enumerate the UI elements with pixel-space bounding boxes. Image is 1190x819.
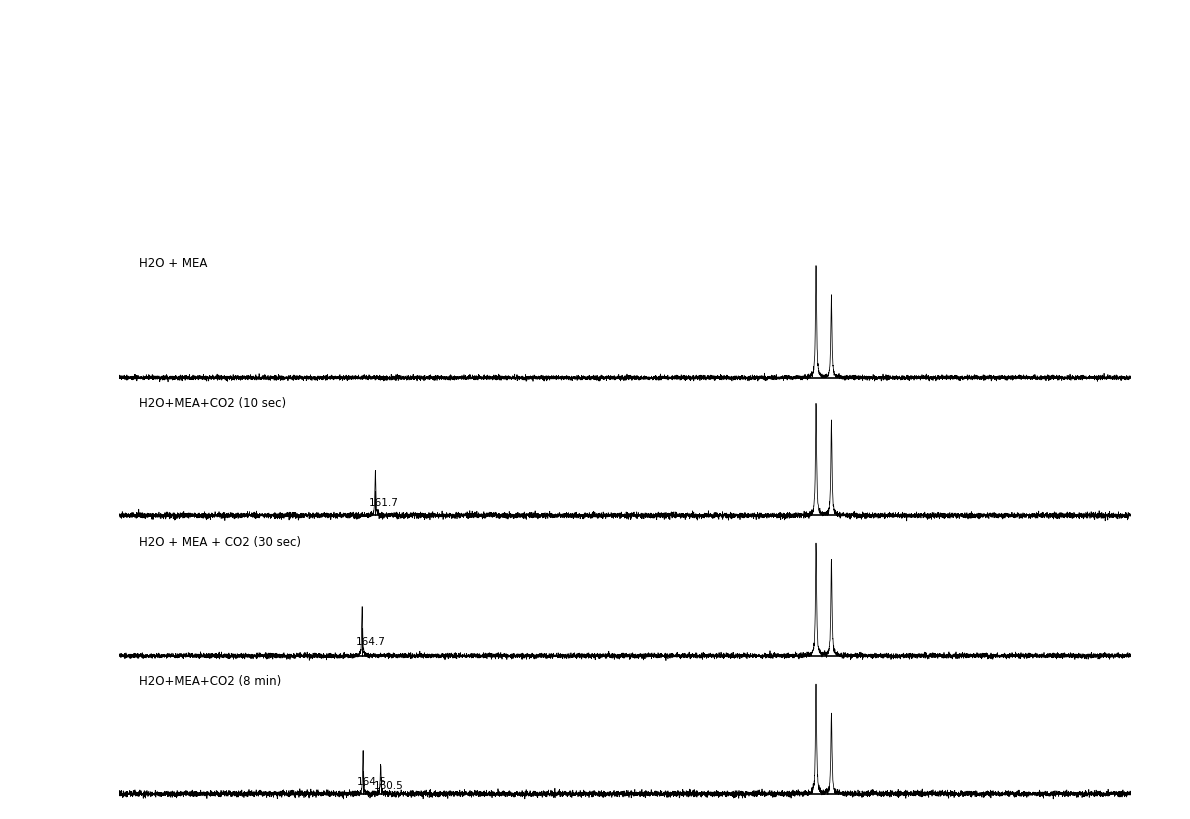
Text: H2O + MEA: H2O + MEA bbox=[139, 257, 207, 269]
Text: H2O + MEA + CO2 (30 sec): H2O + MEA + CO2 (30 sec) bbox=[139, 536, 301, 548]
Text: 164.7: 164.7 bbox=[356, 636, 386, 646]
Text: 160.5: 160.5 bbox=[374, 780, 403, 790]
Text: 164.5: 164.5 bbox=[357, 776, 387, 786]
Text: 161.7: 161.7 bbox=[369, 497, 399, 508]
Text: H2O+MEA+CO2 (8 min): H2O+MEA+CO2 (8 min) bbox=[139, 675, 282, 687]
Text: H2O+MEA+CO2 (10 sec): H2O+MEA+CO2 (10 sec) bbox=[139, 396, 287, 409]
